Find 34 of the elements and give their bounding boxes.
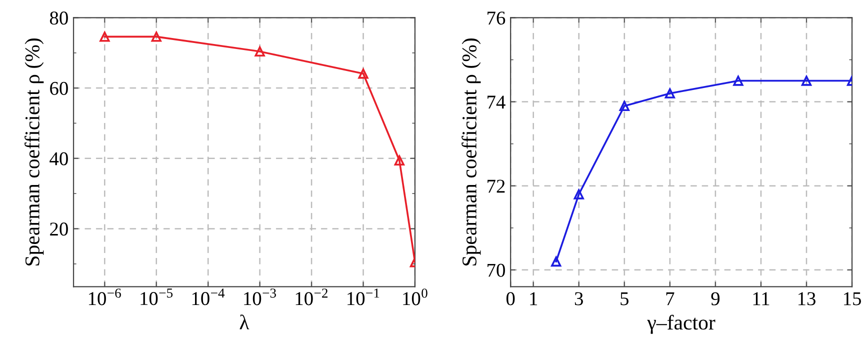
x-tick-label: 7 [666, 292, 674, 306]
x-tick-label: 11 [753, 292, 770, 306]
y-tick-label: 70 [488, 264, 505, 277]
point [574, 189, 584, 200]
x-tick-label: 10$^{−3}$ [244, 288, 276, 306]
x-tick-label: 10$^{−6}$ [88, 288, 121, 306]
y-tick-label: 80 [50, 12, 68, 25]
x-tick-label: 0 [506, 292, 515, 306]
y-tick-label: 40 [50, 152, 68, 166]
y-tick-label: 60 [50, 82, 68, 95]
y-tick-label: 76 [488, 12, 506, 25]
x-tick-label: 15 [844, 292, 861, 306]
y-tick-label: 74 [488, 96, 506, 109]
point [551, 256, 562, 267]
y-axis-title: Spearman coefficient ρ (%) [24, 38, 44, 266]
point [664, 88, 675, 98]
x-axis-title: λ [240, 314, 250, 330]
x-tick-label: 10$^{−1}$ [348, 288, 380, 306]
point [733, 76, 744, 86]
x-tick-label: 13 [798, 292, 816, 306]
x-axis-title: γ–factor [647, 314, 716, 334]
x-tick-label: 1 [530, 292, 538, 306]
point [801, 76, 812, 86]
x-tick-label: 10$^{0}$ [403, 288, 428, 306]
x-tick-label: 5 [620, 292, 628, 306]
point [619, 100, 630, 112]
y-axis-title: Spearman coefficient ρ (%) [462, 38, 481, 266]
x-tick-label: 9 [711, 292, 720, 306]
x-tick-label: 10$^{−5}$ [140, 288, 173, 306]
x-tick-label: 10$^{−4}$ [192, 288, 225, 306]
x-tick-label: 10$^{−2}$ [296, 288, 328, 306]
x-tick-label: 3 [574, 292, 583, 306]
y-tick-label: 20 [50, 222, 68, 236]
y-tick-label: 72 [488, 180, 505, 193]
